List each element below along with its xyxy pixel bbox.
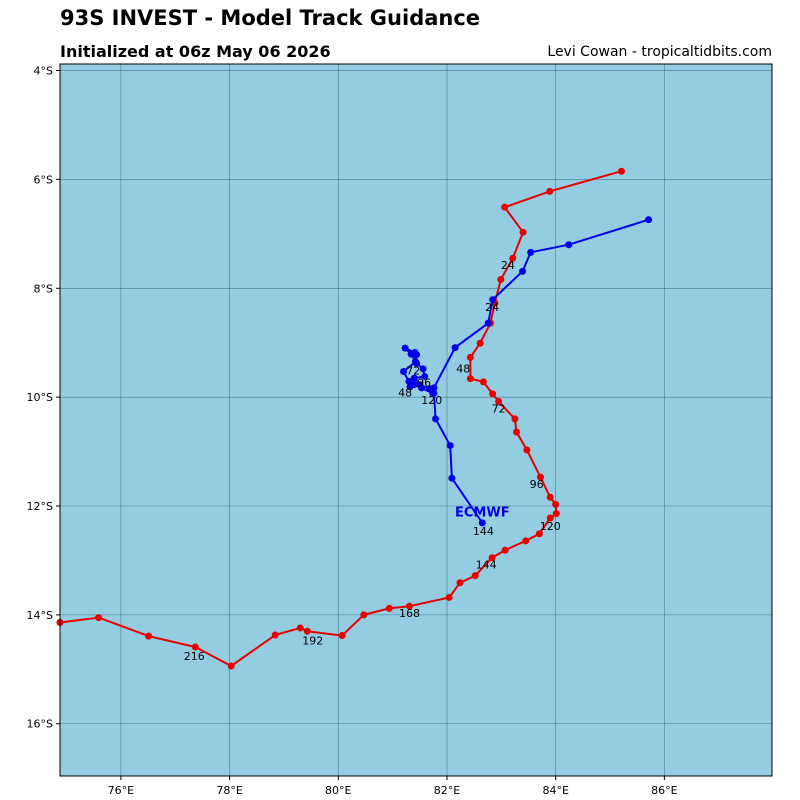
model-name-label: ECMWF: [455, 505, 510, 520]
red-track-point: [360, 611, 368, 619]
red-track-point: [466, 353, 474, 361]
blue-track-point: [484, 319, 492, 327]
forecast-hour-label: 144: [473, 525, 494, 538]
tick-label-lat: 6°S: [34, 173, 53, 186]
forecast-hour-label: 24: [485, 301, 499, 314]
tick-label-lat: 8°S: [34, 282, 53, 295]
red-track-point: [489, 390, 497, 398]
blue-track-point: [448, 474, 456, 482]
tick-label-lon: 82°E: [434, 784, 460, 797]
forecast-hour-label: 72: [492, 402, 506, 415]
red-track-point: [338, 632, 346, 640]
red-track-point: [296, 624, 304, 632]
tick-label-lon: 86°E: [651, 784, 677, 797]
forecast-hour-label: 48: [398, 387, 412, 400]
red-track-point: [488, 554, 496, 562]
red-track-point: [513, 428, 521, 436]
tick-label-lon: 76°E: [108, 784, 134, 797]
forecast-hour-label: 120: [421, 394, 442, 407]
forecast-hour-label: 192: [302, 634, 323, 647]
blue-track-point: [446, 442, 454, 450]
red-track-point: [456, 579, 464, 587]
forecast-hour-label: 24: [501, 259, 515, 272]
axis-ticks: 76°E 78°E 80°E 82°E 84°E 86°E 4°S 6°S 8°S 10°S 12°…: [27, 65, 678, 797]
blue-track-point: [519, 267, 527, 275]
red-track-point: [95, 614, 103, 622]
blue-track-point: [565, 241, 573, 249]
red-track-point: [501, 546, 509, 554]
red-track-point: [445, 593, 453, 601]
red-track-point: [479, 378, 487, 386]
blue-track-point: [416, 381, 424, 389]
red-track-point: [522, 537, 530, 545]
forecast-hour-label: 96: [530, 478, 544, 491]
blue-track-point: [430, 389, 438, 397]
forecast-hour-label: 72: [406, 364, 420, 377]
tick-label-lat: 4°S: [34, 65, 53, 78]
red-track-point: [535, 530, 543, 538]
tick-label-lon: 80°E: [325, 784, 351, 797]
tick-label-lon: 78°E: [216, 784, 242, 797]
forecast-hour-labels: 2448729612014416819221624729648120144ECM…: [184, 259, 561, 663]
forecast-hour-label: 144: [476, 559, 497, 572]
red-track-point: [497, 276, 505, 284]
red-track-point: [145, 632, 153, 640]
forecast-hour-label: 96: [417, 376, 431, 389]
ocean-background: [60, 64, 772, 776]
blue-track-point: [413, 359, 421, 367]
blue-track-point: [432, 415, 440, 423]
red-track-point: [546, 514, 554, 522]
red-track-point: [536, 473, 544, 481]
red-track-point: [405, 602, 413, 610]
tick-label-lat: 14°S: [27, 609, 53, 622]
red-track-point: [523, 446, 531, 454]
red-track-point: [546, 187, 554, 195]
red-track-point: [519, 228, 527, 236]
red-track-point: [385, 604, 393, 612]
credit-text: Levi Cowan - tropicaltidbits.com: [547, 44, 772, 60]
model-tracks: [56, 167, 653, 670]
blue-track-point: [421, 372, 429, 380]
chart-title: 93S INVEST - Model Track Guidance: [60, 6, 481, 30]
red-track-point: [552, 510, 560, 518]
red-track-point: [511, 415, 519, 423]
init-time-subtitle: Initialized at 06z May 06 2026: [60, 42, 331, 61]
blue-track-point: [406, 383, 414, 391]
forecast-hour-label: 120: [540, 520, 561, 533]
red-track-point: [552, 500, 560, 508]
forecast-hour-label: 168: [399, 607, 420, 620]
forecast-hour-label: 48: [456, 363, 470, 376]
red-track-point: [546, 493, 554, 501]
red-track-point: [471, 572, 479, 580]
tick-label-lat: 10°S: [27, 391, 53, 404]
tick-label-lon: 84°E: [542, 784, 568, 797]
blue-track-point: [478, 519, 486, 527]
red-track-point: [191, 643, 199, 651]
blue-track-point: [405, 377, 413, 385]
blue-track-point: [489, 296, 497, 304]
blue-track-point: [399, 368, 407, 376]
red-track-point: [495, 397, 503, 405]
red-track-point: [501, 203, 509, 211]
blue-track-point: [401, 344, 409, 352]
blue-track-point: [407, 350, 415, 358]
grid-lines: [60, 64, 772, 776]
red-track-point: [617, 167, 625, 175]
red-track-point: [509, 254, 517, 262]
red-track-point: [303, 627, 311, 635]
red-track-point: [227, 662, 235, 670]
red-track-point: [271, 631, 279, 639]
blue-track-point: [527, 248, 535, 256]
blue-track-point: [645, 216, 653, 224]
tick-label-lat: 12°S: [27, 500, 53, 513]
red-track-point: [476, 339, 484, 347]
map-frame: [59, 63, 773, 777]
blue-track-point: [419, 365, 427, 373]
tick-label-lat: 16°S: [27, 718, 53, 731]
forecast-hour-label: 216: [184, 650, 205, 663]
blue-track-point: [451, 344, 459, 352]
blue-track-point: [410, 374, 418, 382]
red-track-point: [466, 375, 474, 383]
